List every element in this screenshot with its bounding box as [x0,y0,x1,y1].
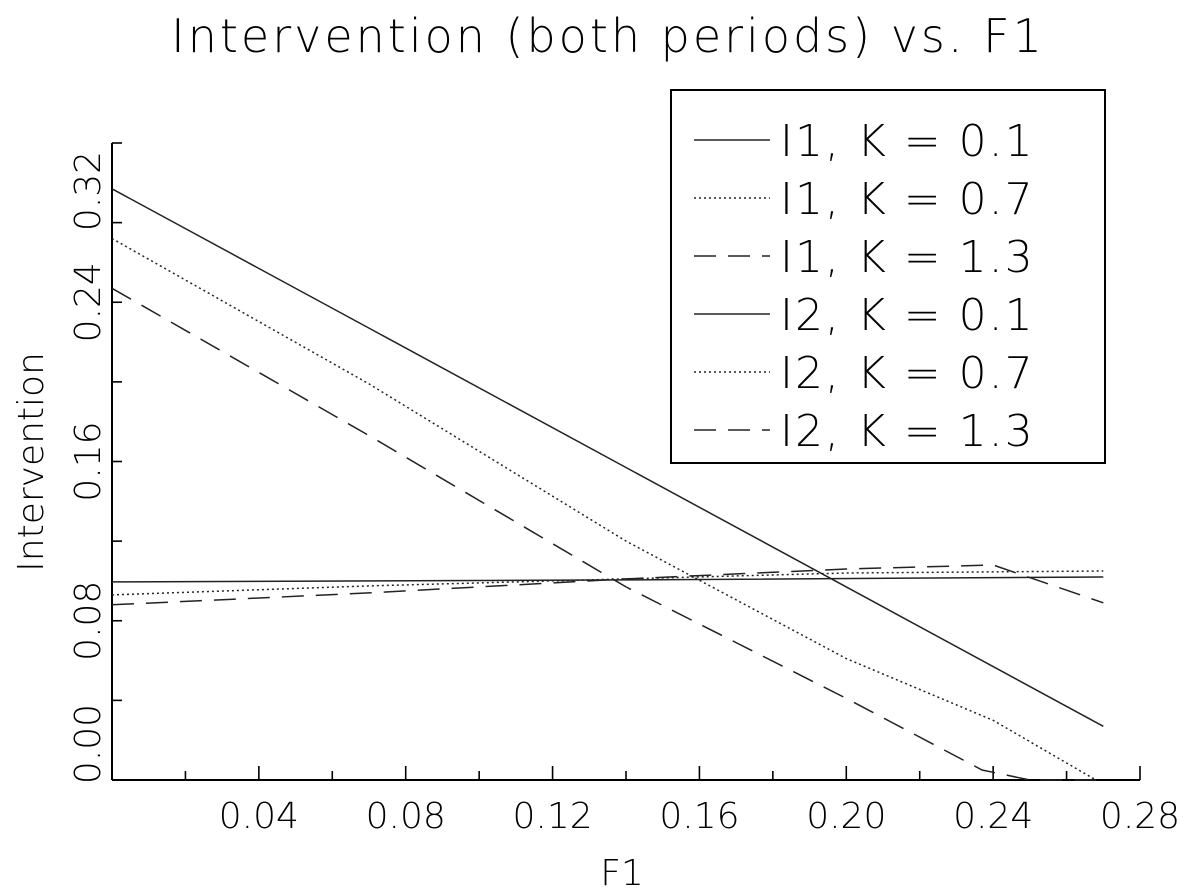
legend: I1, K = 0.1 I1, K = 0.7 I1, K = 1.3 I2, K =… [670,89,1106,464]
y-tick-label: 0.00 [68,704,109,784]
x-tick-label: 0.20 [806,796,886,837]
x-tick-labels: 0.04 0.08 0.12 0.16 0.20 0.24 0.28 [219,796,1180,837]
y-tick-label: 0.08 [68,581,109,661]
y-axis-label: Intervention [11,352,52,572]
y-tick-label: 0.32 [68,151,109,231]
legend-box [670,89,1106,464]
x-tick-label: 0.08 [366,796,446,837]
series-line-5 [111,570,1104,596]
legend-label: I1, K = 1.3 [780,232,1035,283]
series-line-2 [111,237,1097,781]
y-tick-label: 0.24 [68,262,109,342]
series-line-1 [111,188,1104,727]
legend-label: I1, K = 0.7 [780,174,1035,225]
legend-label: I1, K = 0.1 [780,116,1035,167]
plot-series [111,188,1104,781]
x-axis-label: F1 [600,853,644,892]
x-tick-label: 0.16 [659,796,739,837]
legend-label: I2, K = 1.3 [780,406,1035,457]
y-tick-label: 0.16 [68,421,109,501]
x-tick-label: 0.28 [1100,796,1180,837]
x-tick-label: 0.24 [953,796,1033,837]
x-tick-label: 0.12 [512,796,592,837]
chart-title: Intervention (both periods) vs. F1 [171,9,1045,63]
series-line-6 [111,564,1104,606]
legend-label: I2, K = 0.7 [780,348,1035,399]
x-tick-label: 0.04 [219,796,299,837]
y-tick-labels: 0.00 0.08 0.16 0.24 0.32 [68,151,109,784]
series-line-4 [111,576,1104,583]
legend-label: I2, K = 0.1 [780,290,1035,341]
